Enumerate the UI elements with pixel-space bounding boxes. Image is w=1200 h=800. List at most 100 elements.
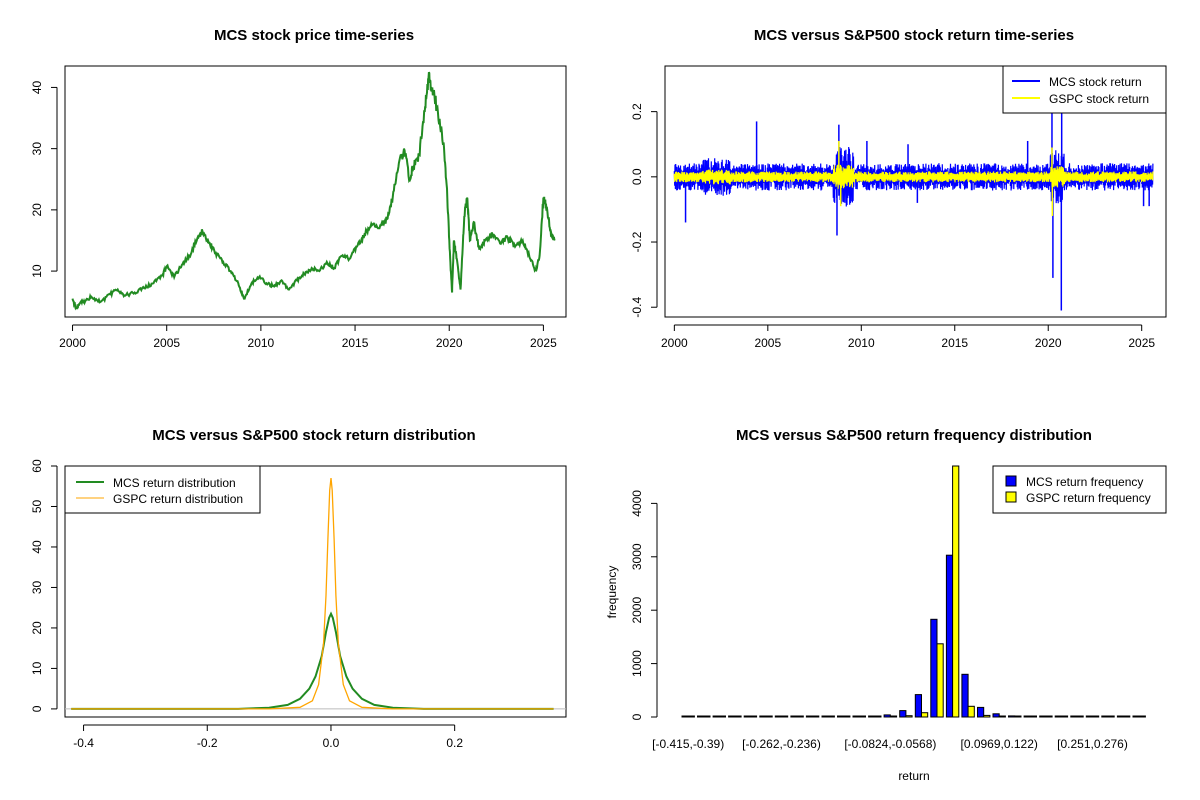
bar-mcs (868, 715, 876, 718)
bar-gspc (1029, 715, 1038, 718)
series-area (673, 75, 1154, 311)
y-tick-label: 40 (30, 80, 44, 94)
legend-label-mcs: MCS stock return (1049, 75, 1142, 89)
bar-gspc (734, 715, 742, 718)
y-tick-label: -0.4 (630, 297, 644, 318)
bar-gspc (1092, 715, 1100, 718)
bar-gspc (1123, 715, 1131, 718)
bar-mcs (697, 715, 705, 718)
bar-mcs (821, 715, 829, 718)
y-axis: 0 10 20 30 40 50 60 (30, 459, 58, 712)
price-line (71, 71, 556, 311)
bar-mcs (977, 706, 985, 718)
bar-gspc (1138, 715, 1146, 718)
bar-mcs (1054, 715, 1062, 718)
bar-mcs (899, 710, 907, 718)
x-tick-label: 2005 (754, 336, 781, 350)
y-tick-label: 60 (30, 459, 44, 473)
legend-label-mcs: MCS return distribution (113, 476, 236, 490)
bar-mcs (774, 715, 782, 718)
y-tick-label: 20 (30, 203, 44, 217)
bar-mcs (728, 715, 736, 718)
legend-box (64, 465, 261, 514)
x-tick-label: 0.2 (446, 736, 463, 750)
chart-title: MCS versus S&P500 return frequency distr… (736, 427, 1092, 444)
bar-gspc (843, 715, 851, 718)
bar-gspc (1076, 715, 1084, 718)
y-tick-label: 30 (30, 580, 44, 594)
legend-label-gspc: GSPC return frequency (1026, 491, 1151, 505)
bar-mcs (681, 715, 689, 718)
y-tick-label: 2000 (630, 597, 644, 624)
chart-title: MCS stock price time-series (214, 27, 414, 44)
x-tick-label: 2000 (59, 336, 86, 350)
legend-label-mcs: MCS return frequency (1026, 475, 1143, 489)
bar-gspc (905, 715, 913, 718)
bar-mcs (1132, 715, 1140, 718)
bar-gspc (858, 715, 866, 718)
bar-mcs (805, 715, 814, 718)
y-tick-label: 40 (30, 540, 44, 554)
bar-gspc (983, 714, 991, 718)
series-area (65, 478, 566, 710)
legend-swatch-mcs (1005, 475, 1017, 487)
panel-price-timeseries: MCS stock price time-series 2000 2005 2010… (30, 27, 567, 350)
x-tick-label: [-0.0824,-0.0568) (844, 737, 936, 751)
legend-label-gspc: GSPC stock return (1049, 92, 1149, 106)
y-axis-label: frequency (605, 566, 619, 619)
x-tick-label: -0.4 (73, 736, 94, 750)
bar-gspc (1045, 715, 1053, 718)
y-axis: -0.4 -0.2 0.0 0.2 (630, 103, 658, 318)
plot-frame (664, 65, 1167, 318)
bar-mcs (992, 713, 1000, 718)
chart-title: MCS versus S&P500 stock return distribut… (152, 427, 475, 444)
x-tick-label: [-0.262,-0.236) (742, 737, 821, 751)
panel-return-frequency: MCS versus S&P500 return frequency distr… (605, 427, 1167, 783)
bar-gspc (827, 715, 835, 718)
legend: MCS stock return GSPC stock return (1002, 65, 1167, 114)
bar-gspc (1060, 715, 1069, 718)
y-tick-label: 0.0 (630, 168, 644, 185)
series-area (71, 71, 556, 311)
plot-frame (64, 65, 567, 318)
bar-gspc (812, 715, 820, 718)
y-tick-label: 50 (30, 499, 44, 513)
x-tick-label: 2010 (248, 336, 275, 350)
bar-mcs (759, 715, 767, 718)
y-axis: 0 1000 2000 3000 4000 (630, 490, 658, 720)
bar-gspc (952, 465, 960, 718)
bar-mcs (1085, 715, 1094, 718)
density-line-mcs (71, 611, 554, 710)
legend-label-gspc: GSPC return distribution (113, 492, 243, 506)
bar-mcs (1070, 715, 1078, 718)
plot-frame (64, 465, 567, 718)
bar-gspc (921, 712, 929, 718)
bar-gspc (765, 715, 773, 718)
x-tick-label: 0.0 (323, 736, 340, 750)
x-tick-label: 2020 (436, 336, 463, 350)
y-tick-label: 30 (30, 142, 44, 156)
x-tick-label: 2015 (342, 336, 369, 350)
bar-gspc (796, 715, 804, 718)
x-tick-label: 2025 (1128, 336, 1155, 350)
y-tick-label: 0 (630, 713, 644, 720)
y-axis: 10 20 30 40 (30, 80, 58, 278)
y-tick-label: 3000 (630, 543, 644, 570)
legend-box (992, 465, 1167, 514)
x-tick-label: 2015 (941, 336, 968, 350)
bar-mcs (1039, 715, 1047, 718)
legend: MCS return frequency GSPC return frequen… (992, 465, 1167, 514)
y-tick-label: 1000 (630, 650, 644, 677)
panel-return-density: MCS versus S&P500 stock return distribut… (30, 427, 567, 750)
bar-mcs (852, 715, 860, 718)
bar-mcs (961, 673, 969, 718)
x-axis: 2000 2005 2010 2015 2020 2025 (59, 324, 557, 350)
x-tick-label: [0.0969,0.122) (960, 737, 1037, 751)
x-axis: -0.4 -0.2 0.0 0.2 (73, 724, 463, 750)
y-tick-label: 0.2 (630, 103, 644, 120)
y-tick-label: 4000 (630, 490, 644, 517)
bar-gspc (874, 715, 882, 718)
bar-mcs (945, 554, 954, 718)
panel-return-timeseries: MCS versus S&P500 stock return time-seri… (630, 27, 1167, 350)
chart-title: MCS versus S&P500 stock return time-seri… (754, 27, 1074, 44)
